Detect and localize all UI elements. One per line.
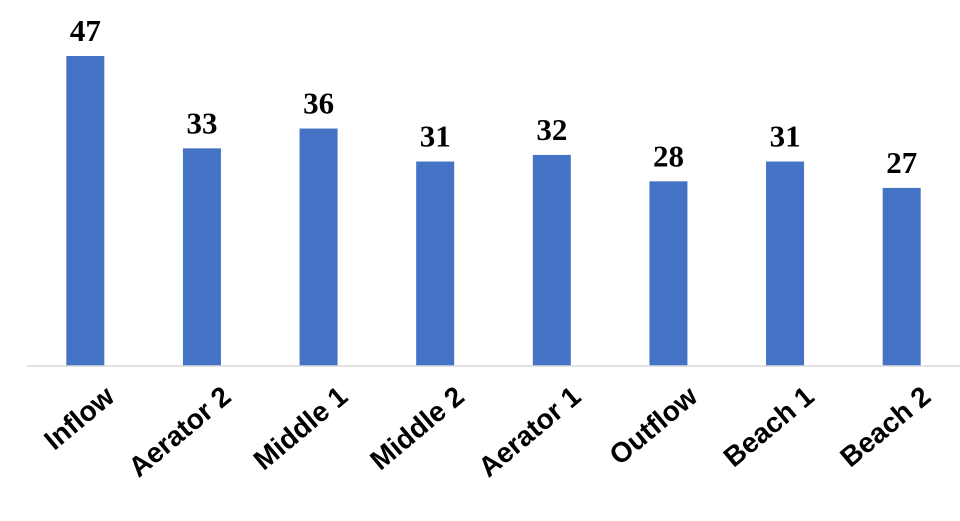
category-label-beach-1: Beach 1 — [718, 380, 820, 473]
value-label-aerator-1: 32 — [536, 112, 567, 147]
bar-outflow — [649, 181, 688, 366]
category-label-beach-2: Beach 2 — [834, 380, 936, 473]
category-label-inflow: Inflow — [38, 380, 120, 456]
value-label-outflow: 28 — [653, 138, 684, 173]
category-labels-group: Inflow Aerator 2 Middle 1 Middle 2 Aerator 1… — [38, 380, 936, 483]
category-label-aerator-1: Aerator 1 — [472, 380, 586, 483]
value-label-beach-1: 31 — [770, 119, 801, 154]
bar-middle-1 — [299, 128, 338, 366]
category-label-middle-2: Middle 2 — [364, 380, 470, 476]
value-label-inflow: 47 — [70, 13, 101, 48]
bar-middle-2 — [416, 161, 455, 366]
value-label-beach-2: 27 — [886, 145, 917, 180]
value-label-aerator-2: 33 — [186, 105, 217, 140]
bar-beach-2 — [882, 187, 921, 366]
category-label-outflow: Outflow — [603, 380, 703, 471]
bar-inflow — [66, 56, 105, 366]
bar-aerator-1 — [532, 154, 571, 366]
bar-aerator-2 — [182, 148, 221, 366]
value-label-middle-2: 31 — [420, 119, 451, 154]
bars-group — [66, 56, 921, 366]
bar-beach-1 — [766, 161, 805, 366]
category-label-middle-1: Middle 1 — [248, 380, 354, 476]
value-labels-group: 47 33 36 31 32 28 31 27 — [70, 13, 917, 180]
category-label-aerator-2: Aerator 2 — [123, 380, 237, 483]
value-label-middle-1: 36 — [303, 86, 334, 121]
